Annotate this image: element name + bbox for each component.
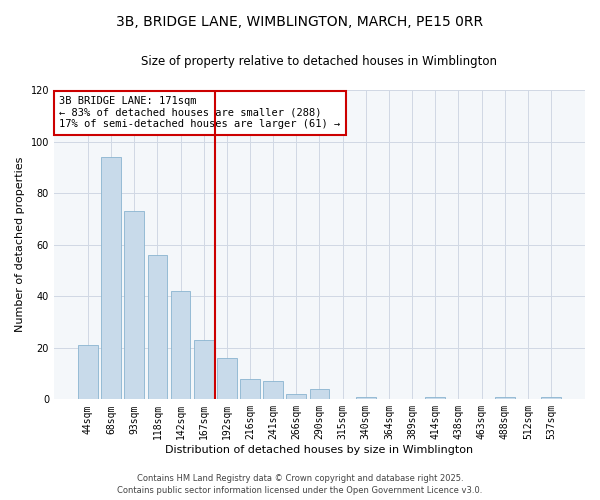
Bar: [541, 397, 561, 400]
Bar: [356, 397, 376, 400]
Bar: [263, 382, 283, 400]
Y-axis label: Number of detached properties: Number of detached properties: [15, 157, 25, 332]
Bar: [170, 291, 190, 400]
X-axis label: Distribution of detached houses by size in Wimblington: Distribution of detached houses by size …: [166, 445, 473, 455]
Bar: [101, 157, 121, 400]
Bar: [310, 389, 329, 400]
Bar: [425, 397, 445, 400]
Bar: [495, 397, 515, 400]
Text: 3B, BRIDGE LANE, WIMBLINGTON, MARCH, PE15 0RR: 3B, BRIDGE LANE, WIMBLINGTON, MARCH, PE1…: [116, 15, 484, 29]
Text: Contains HM Land Registry data © Crown copyright and database right 2025.
Contai: Contains HM Land Registry data © Crown c…: [118, 474, 482, 495]
Bar: [78, 345, 98, 400]
Text: 3B BRIDGE LANE: 171sqm
← 83% of detached houses are smaller (288)
17% of semi-de: 3B BRIDGE LANE: 171sqm ← 83% of detached…: [59, 96, 340, 130]
Bar: [286, 394, 306, 400]
Bar: [124, 211, 144, 400]
Title: Size of property relative to detached houses in Wimblington: Size of property relative to detached ho…: [142, 55, 497, 68]
Bar: [148, 255, 167, 400]
Bar: [240, 378, 260, 400]
Bar: [194, 340, 214, 400]
Bar: [217, 358, 236, 400]
